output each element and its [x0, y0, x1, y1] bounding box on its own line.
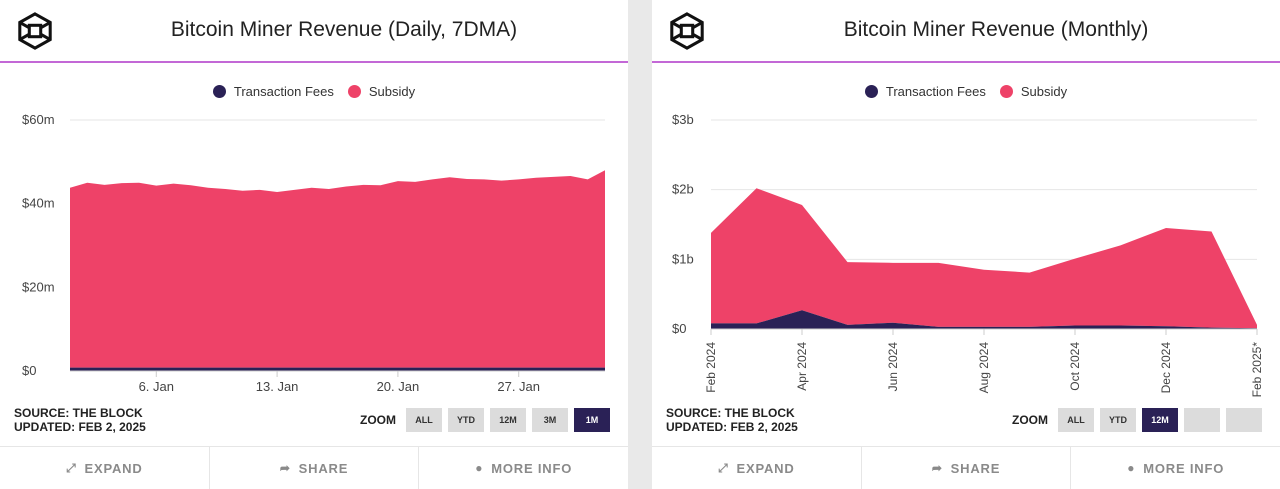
zoom-label: ZOOM — [360, 413, 396, 427]
chart-title: Bitcoin Miner Revenue (Monthly) — [843, 18, 1149, 41]
legend-label: Subsidy — [1020, 84, 1068, 99]
x-tick-label: Feb 2024 — [704, 342, 718, 393]
zoom-controls: ZOOM ALL YTD 12M — [1012, 408, 1262, 432]
chart-card-daily: Bitcoin Miner Revenue (Daily, 7DMA) Tran… — [0, 0, 628, 489]
y-tick-label: $0 — [22, 363, 36, 378]
share-icon: ➦ — [931, 461, 943, 475]
x-tick-label: 6. Jan — [139, 379, 174, 394]
x-tick-label: Apr 2024 — [795, 342, 809, 391]
subsidy-series-area — [70, 170, 605, 368]
fees-swatch — [864, 85, 878, 98]
share-button[interactable]: ➦ SHARE — [210, 447, 420, 489]
expand-icon: ⤢ — [718, 460, 729, 475]
expand-label: EXPAND — [736, 460, 795, 476]
the-block-logo-icon — [18, 12, 52, 50]
share-label: SHARE — [950, 460, 1001, 476]
x-tick-label: Feb 2025* — [1250, 342, 1264, 398]
y-tick-label: $0 — [672, 321, 686, 336]
share-icon: ➦ — [279, 461, 291, 475]
info-icon: ● — [475, 461, 484, 475]
legend-item-subsidy[interactable]: Subsidy — [347, 84, 416, 99]
info-icon: ● — [1127, 461, 1136, 475]
share-button[interactable]: ➦ SHARE — [862, 447, 1072, 489]
card-footer: ⤢ EXPAND ➦ SHARE ● MORE INFO — [652, 446, 1280, 489]
legend-item-fees[interactable]: Transaction Fees — [864, 84, 986, 99]
more-info-label: MORE INFO — [1143, 460, 1225, 476]
x-tick-label: 13. Jan — [256, 379, 299, 394]
x-tick-label: Oct 2024 — [1068, 342, 1082, 391]
x-tick-label: Dec 2024 — [1159, 342, 1173, 394]
expand-icon: ⤢ — [66, 460, 77, 475]
zoom-12m-button[interactable]: 12M — [490, 408, 526, 432]
fees-swatch — [212, 85, 226, 98]
zoom-1m-button[interactable]: 1M — [574, 408, 610, 432]
y-tick-label: $2b — [672, 182, 694, 197]
fees-series-area — [70, 367, 605, 371]
legend-label: Transaction Fees — [885, 84, 986, 99]
zoom-ytd-button[interactable]: YTD — [1100, 408, 1136, 432]
zoom-blank-button[interactable] — [1184, 408, 1220, 432]
y-tick-label: $20m — [22, 279, 55, 294]
subsidy-swatch — [347, 85, 361, 98]
daily-area-chart: $0 $20m $40m $60m 6. Jan 13. Jan 20. Jan 27. Ja… — [22, 112, 605, 394]
x-tick-label: Jun 2024 — [886, 342, 900, 392]
source-text: SOURCE: THE BLOCK — [14, 406, 143, 420]
source-text: SOURCE: THE BLOCK — [666, 406, 795, 420]
chart-legend: Transaction Fees Subsidy — [652, 84, 1280, 99]
zoom-all-button[interactable]: ALL — [1058, 408, 1094, 432]
more-info-button[interactable]: ● MORE INFO — [1071, 447, 1280, 489]
card-footer: ⤢ EXPAND ➦ SHARE ● MORE INFO — [0, 446, 628, 489]
more-info-button[interactable]: ● MORE INFO — [419, 447, 628, 489]
x-tick-label: Aug 2024 — [977, 342, 991, 394]
legend-label: Subsidy — [368, 84, 416, 99]
expand-button[interactable]: ⤢ EXPAND — [652, 447, 862, 489]
expand-label: EXPAND — [84, 460, 143, 476]
zoom-all-button[interactable]: ALL — [406, 408, 442, 432]
more-info-label: MORE INFO — [491, 460, 573, 476]
updated-text: UPDATED: FEB 2, 2025 — [14, 420, 146, 434]
chart-card-monthly: Bitcoin Miner Revenue (Monthly) Transact… — [652, 0, 1280, 489]
y-tick-label: $60m — [22, 112, 55, 127]
panel-divider — [628, 0, 652, 489]
updated-text: UPDATED: FEB 2, 2025 — [666, 420, 798, 434]
the-block-logo-icon — [670, 12, 704, 50]
legend-label: Transaction Fees — [233, 84, 334, 99]
zoom-3m-button[interactable]: 3M — [532, 408, 568, 432]
zoom-blank-button[interactable] — [1226, 408, 1262, 432]
expand-button[interactable]: ⤢ EXPAND — [0, 447, 210, 489]
card-header: Bitcoin Miner Revenue (Daily, 7DMA) — [0, 0, 628, 63]
share-label: SHARE — [298, 460, 349, 476]
x-tick-label: 27. Jan — [497, 379, 540, 394]
zoom-ytd-button[interactable]: YTD — [448, 408, 484, 432]
zoom-label: ZOOM — [1012, 413, 1048, 427]
y-tick-label: $1b — [672, 251, 694, 266]
card-header: Bitcoin Miner Revenue (Monthly) — [652, 0, 1280, 63]
zoom-12m-button[interactable]: 12M — [1142, 408, 1178, 432]
source-note: SOURCE: THE BLOCK UPDATED: FEB 2, 2025 — [666, 406, 798, 434]
zoom-controls: ZOOM ALL YTD 12M 3M 1M — [360, 408, 610, 432]
monthly-area-chart: $0 $1b $2b $3b Feb 2024 Apr 2024 Jun 2024 Aug 2… — [672, 112, 1264, 398]
y-tick-label: $3b — [672, 112, 694, 127]
legend-item-fees[interactable]: Transaction Fees — [212, 84, 334, 99]
fees-series-area — [711, 310, 1257, 329]
chart-title: Bitcoin Miner Revenue (Daily, 7DMA) — [170, 18, 518, 41]
legend-item-subsidy[interactable]: Subsidy — [999, 84, 1068, 99]
chart-legend: Transaction Fees Subsidy — [0, 84, 628, 99]
y-tick-label: $40m — [22, 196, 55, 211]
subsidy-swatch — [999, 85, 1013, 98]
source-note: SOURCE: THE BLOCK UPDATED: FEB 2, 2025 — [14, 406, 146, 434]
x-tick-label: 20. Jan — [377, 379, 420, 394]
subsidy-series-area — [711, 188, 1257, 329]
